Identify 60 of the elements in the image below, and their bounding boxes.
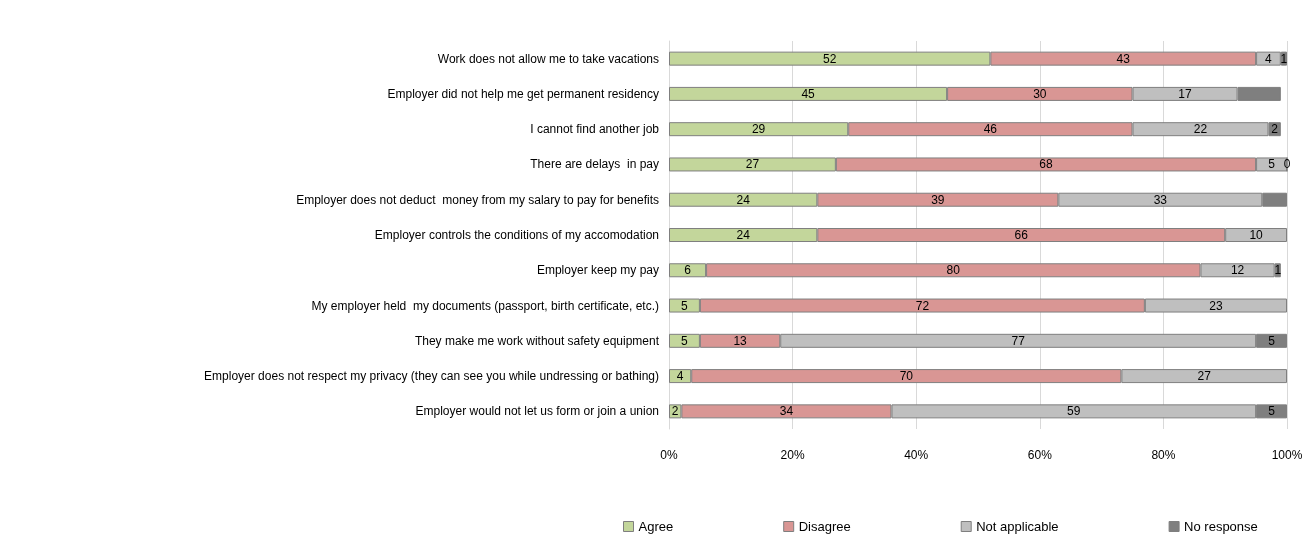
x-tick-label: 60% [1027,448,1053,462]
data-label: 5 [1268,157,1276,172]
legend-label: Disagree [798,519,851,534]
data-label: 1 [1274,263,1282,278]
data-label: 27 [1197,369,1212,384]
x-tick-label: 20% [780,448,805,462]
data-label: 59 [1067,404,1081,419]
legend-label: Agree [638,519,674,534]
legend-label: Not applicable [976,519,1059,534]
data-label: 1 [1280,51,1288,66]
legend-label: No response [1184,519,1258,534]
data-label: 66 [1014,228,1029,242]
data-label: 24 [736,192,751,207]
y-tick-label: Employer keep my pay [536,263,659,278]
data-label: 45 [801,86,816,101]
y-tick-label: Employer does not deduct money from my salary to pay for benefits [296,192,659,207]
data-label: 72 [915,298,930,313]
y-tick-label: Employer controls the conditions of my accomodation [374,228,659,242]
data-label: 2 [1271,122,1279,137]
x-tick-label: 80% [1151,448,1176,462]
data-label: 68 [1039,157,1053,172]
data-label: 5 [681,333,689,348]
data-label: 39 [931,192,945,207]
data-label: 43 [1116,51,1131,66]
data-label: 2 [671,404,679,419]
data-label: 5 [1268,404,1276,419]
data-label: 52 [823,51,837,66]
y-tick-label: Work does not allow me to take vacations [437,51,659,66]
data-label: 30 [1033,86,1047,101]
y-tick-label: They make me work without safety equipment [414,333,660,348]
y-tick-label: Employer did not help me get permanent residency [387,86,659,101]
y-tick-label: I cannot find another job [530,122,660,137]
data-label: 10 [1249,228,1264,242]
data-label: 0 [1283,157,1291,172]
data-label: 77 [1011,333,1026,348]
x-tick-label: 0% [660,448,678,462]
data-label: 12 [1230,263,1245,278]
data-label: 29 [751,122,766,137]
data-label: 5 [1268,333,1276,348]
data-label: 6 [684,263,692,278]
y-tick-label: Employer does not respect my privacy (they can see you while undressing or bathing) [204,369,659,384]
data-label: 46 [983,122,998,137]
data-label: 23 [1209,298,1223,313]
y-tick-label: Employer would not let us form or join a union [415,404,659,419]
data-label: 5 [681,298,689,313]
data-label: 13 [733,333,748,348]
data-label: 80 [946,263,961,278]
x-tick-label: 100% [1271,448,1303,462]
data-label: 4 [1265,51,1273,66]
data-label: 22 [1193,122,1208,137]
data-label: 4 [676,369,684,384]
data-label: 24 [736,228,751,242]
data-label: 33 [1153,192,1168,207]
data-label: 34 [779,404,794,419]
y-tick-label: My employer held my documents (passport, birth certificate, etc.) [311,298,659,313]
data-label: 27 [745,157,760,172]
y-tick-label: There are delays in pay [530,157,659,172]
x-tick-label: 40% [904,448,929,462]
data-label: 70 [899,369,914,384]
data-label: 17 [1178,86,1193,101]
